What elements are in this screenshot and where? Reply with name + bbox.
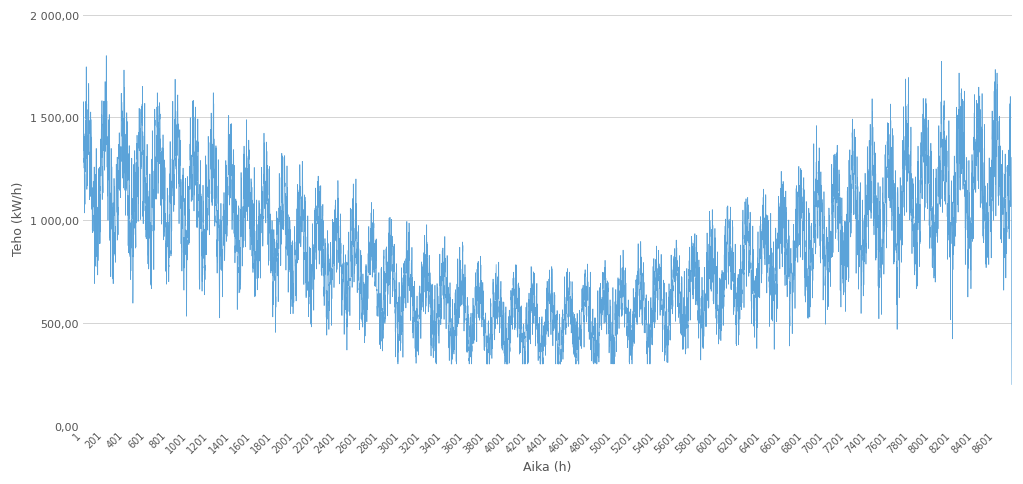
Y-axis label: Teho (kW/h): Teho (kW/h): [11, 182, 25, 256]
X-axis label: Aika (h): Aika (h): [523, 460, 572, 473]
